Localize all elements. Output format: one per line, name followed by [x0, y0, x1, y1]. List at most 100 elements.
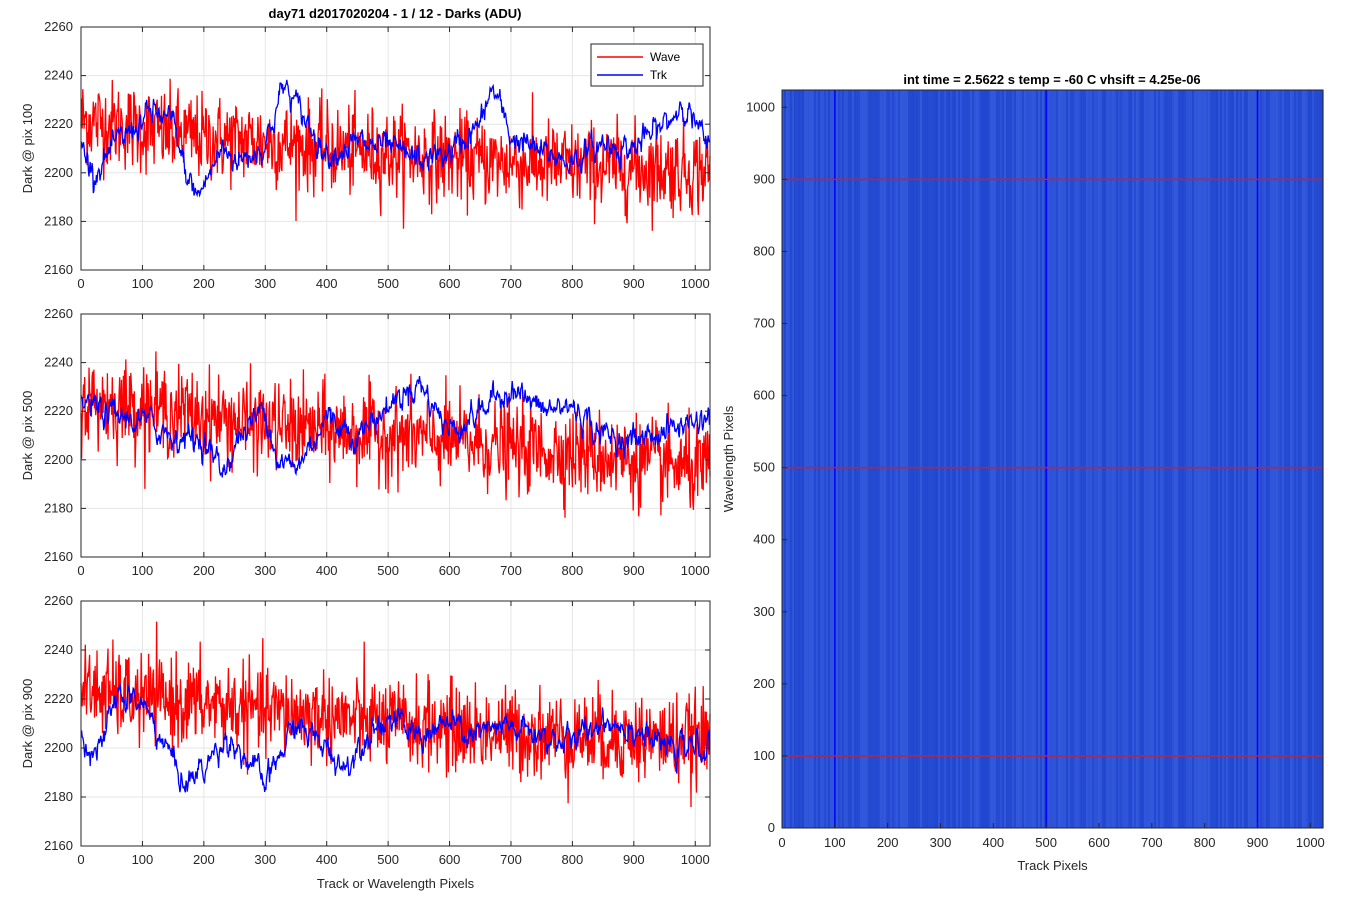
heatmap-column: [1060, 90, 1062, 828]
heatmap-column: [1210, 90, 1212, 828]
heatmap-column: [1244, 90, 1246, 828]
x-tick-label: 600: [439, 852, 461, 867]
heatmap-column: [870, 90, 872, 828]
heatmap-column: [1266, 90, 1268, 828]
x-tick-label: 400: [316, 563, 338, 578]
heatmap-column: [1132, 90, 1134, 828]
heatmap-column: [1036, 90, 1038, 828]
heatmap-column: [1288, 90, 1290, 828]
heatmap-column: [820, 90, 822, 828]
heatmap-column: [826, 90, 828, 828]
heatmap-column: [1298, 90, 1300, 828]
y-tick-label: 2240: [44, 68, 73, 83]
heatmap-panel: int time = 2.5622 s temp = -60 C vhsift …: [721, 72, 1325, 873]
x-tick-label: 1000: [681, 276, 710, 291]
heatmap-column: [1286, 90, 1288, 828]
y-tick-label: 900: [753, 171, 775, 186]
x-tick-label: 300: [254, 852, 276, 867]
x-tick-label: 0: [77, 276, 84, 291]
heatmap-column: [1080, 90, 1082, 828]
x-tick-label: 600: [439, 276, 461, 291]
heatmap-column: [962, 90, 964, 828]
heatmap-column: [822, 90, 824, 828]
heatmap-column: [782, 90, 784, 828]
heatmap-column: [1116, 90, 1118, 828]
x-tick-label: 1000: [681, 563, 710, 578]
heatmap-column: [1252, 90, 1254, 828]
y-tick-label: 2200: [44, 740, 73, 755]
heatmap-column: [794, 90, 796, 828]
heatmap-column: [1272, 90, 1274, 828]
heatmap-column: [1016, 90, 1018, 828]
y-tick-label: 600: [753, 388, 775, 403]
y-tick-label: 200: [753, 676, 775, 691]
y-tick-label: 2260: [44, 19, 73, 34]
heatmap-column: [1216, 90, 1218, 828]
heatmap-column: [976, 90, 978, 828]
heatmap-column: [1024, 90, 1026, 828]
heatmap-column: [1292, 90, 1294, 828]
heatmap-column: [1230, 90, 1232, 828]
heatmap-column: [1264, 90, 1266, 828]
heatmap-column: [1038, 90, 1040, 828]
heatmap-column: [1138, 90, 1140, 828]
heatmap-column: [1066, 90, 1068, 828]
heatmap-column: [1166, 90, 1168, 828]
heatmap-column: [914, 90, 916, 828]
heatmap-column: [970, 90, 972, 828]
heatmap-column: [846, 90, 848, 828]
heatmap-column: [938, 90, 940, 828]
legend-box: [590, 43, 704, 87]
heatmap-column: [1094, 90, 1096, 828]
heatmap-column: [904, 90, 906, 828]
y-tick-label: 2260: [44, 593, 73, 608]
heatmap-column: [852, 90, 854, 828]
axes-box: [80, 313, 711, 558]
heatmap-column: [1078, 90, 1080, 828]
heatmap-column: [792, 90, 794, 828]
heatmap-title: int time = 2.5622 s temp = -60 C vhsift …: [903, 72, 1200, 87]
heatmap-column: [1170, 90, 1172, 828]
heatmap-column: [900, 90, 902, 828]
x-tick-label: 400: [982, 835, 1004, 850]
heatmap-column: [1162, 90, 1164, 828]
heatmap-column: [1014, 90, 1016, 828]
heatmap-column: [940, 90, 942, 828]
heatmap-column: [1270, 90, 1272, 828]
y-tick-label: 2160: [44, 838, 73, 853]
subplot-pix-100: 0 100 200 300 400 500 600 700 800 900 1000 2160 2180…: [20, 19, 711, 291]
x-tick-label: 700: [500, 276, 522, 291]
heatmap-column: [1232, 90, 1234, 828]
heatmap-column: [1122, 90, 1124, 828]
heatmap-column: [1048, 90, 1050, 828]
heatmap-column: [1124, 90, 1126, 828]
heatmap-column: [1178, 90, 1180, 828]
heatmap-column: [1052, 90, 1054, 828]
heatmap-column: [1156, 90, 1158, 828]
heatmap-column: [1144, 90, 1146, 828]
y-axis-label: Dark @ pix 100: [20, 104, 35, 194]
heatmap-column: [998, 90, 1000, 828]
heatmap-column: [1236, 90, 1238, 828]
y-tick-label: 2180: [44, 213, 73, 228]
heatmap-column: [884, 90, 886, 828]
heatmap-column: [1120, 90, 1122, 828]
series-trk-line: [80, 683, 711, 793]
heatmap-column: [1158, 90, 1160, 828]
heatmap-column: [806, 90, 808, 828]
heatmap-column: [1092, 90, 1094, 828]
heatmap-column: [836, 90, 838, 828]
heatmap-column: [1294, 90, 1296, 828]
x-tick-label: 400: [316, 276, 338, 291]
heatmap-column: [948, 90, 950, 828]
x-tick-label: 900: [623, 563, 645, 578]
heatmap-column: [1254, 90, 1256, 828]
series-group: [80, 351, 711, 518]
heatmap-column: [1154, 90, 1156, 828]
heatmap-column: [1042, 90, 1044, 828]
heatmap-column: [894, 90, 896, 828]
heatmap-column: [1062, 90, 1064, 828]
heatmap-column: [864, 90, 866, 828]
heatmap-column: [982, 90, 984, 828]
